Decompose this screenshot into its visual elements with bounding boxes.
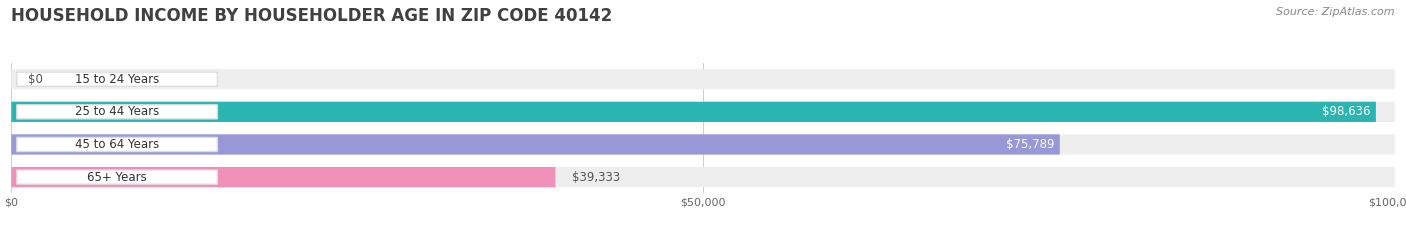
- FancyBboxPatch shape: [11, 167, 1395, 187]
- Text: $98,636: $98,636: [1322, 105, 1371, 118]
- Text: $75,789: $75,789: [1005, 138, 1054, 151]
- FancyBboxPatch shape: [11, 167, 555, 187]
- Text: HOUSEHOLD INCOME BY HOUSEHOLDER AGE IN ZIP CODE 40142: HOUSEHOLD INCOME BY HOUSEHOLDER AGE IN Z…: [11, 7, 613, 25]
- FancyBboxPatch shape: [17, 170, 218, 184]
- FancyBboxPatch shape: [11, 134, 1395, 154]
- FancyBboxPatch shape: [11, 102, 1395, 122]
- FancyBboxPatch shape: [11, 102, 1376, 122]
- FancyBboxPatch shape: [17, 137, 218, 151]
- Text: 45 to 64 Years: 45 to 64 Years: [75, 138, 159, 151]
- Text: Source: ZipAtlas.com: Source: ZipAtlas.com: [1277, 7, 1395, 17]
- FancyBboxPatch shape: [17, 105, 218, 119]
- FancyBboxPatch shape: [17, 72, 218, 86]
- Text: $0: $0: [28, 73, 42, 86]
- FancyBboxPatch shape: [11, 69, 1395, 89]
- Text: $39,333: $39,333: [572, 171, 620, 184]
- Text: 15 to 24 Years: 15 to 24 Years: [75, 73, 159, 86]
- Text: 65+ Years: 65+ Years: [87, 171, 148, 184]
- Text: 25 to 44 Years: 25 to 44 Years: [75, 105, 159, 118]
- FancyBboxPatch shape: [11, 134, 1060, 154]
